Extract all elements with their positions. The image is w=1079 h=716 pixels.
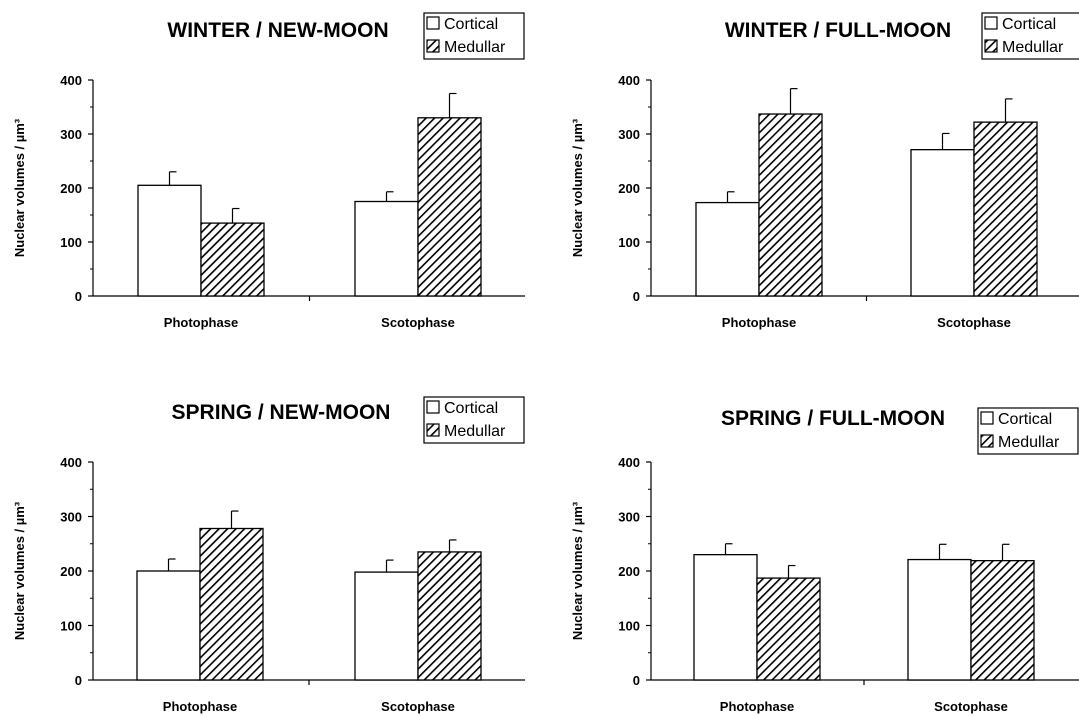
chart-panel-4: SPRING / FULL-MOON Cortical Medullar Nuclea… [570, 407, 1079, 714]
legend: Cortical Medullar [981, 12, 1079, 60]
y-axis-label: Nuclear volumes / µm³ [12, 118, 27, 257]
bar-medullar-photophase [200, 222, 265, 297]
chart-title: WINTER / NEW-MOON [167, 19, 388, 42]
y-axis-label: Nuclear volumes / µm³ [12, 501, 27, 640]
chart-title: SPRING / NEW-MOON [172, 401, 391, 424]
chart-title: SPRING / FULL-MOON [721, 407, 945, 430]
y-tick-label: 0 [75, 673, 82, 688]
chart-title: WINTER / FULL-MOON [725, 19, 951, 42]
legend-swatch-medullar [980, 434, 994, 448]
chart-panel-1: WINTER / NEW-MOON Cortical Medullar Nuclear… [12, 12, 525, 330]
y-tick-label: 200 [60, 181, 82, 196]
legend-swatch-cortical [426, 400, 440, 414]
legend-label-medullar: Medullar [444, 423, 506, 440]
y-tick-label: 300 [618, 510, 640, 525]
category-label: Photophase [722, 315, 796, 330]
y-tick-label: 200 [60, 564, 82, 579]
legend-label-medullar: Medullar [444, 39, 506, 56]
chart-panel-3: SPRING / NEW-MOON Cortical Medullar Nuclear… [12, 396, 525, 714]
category-label: Photophase [163, 699, 237, 714]
legend: Cortical Medullar [977, 407, 1079, 455]
legend-swatch-medullar [984, 39, 998, 53]
y-axis-label: Nuclear volumes / µm³ [570, 501, 585, 640]
y-tick-label: 400 [60, 455, 82, 470]
legend-label-cortical: Cortical [998, 411, 1052, 428]
category-label: Photophase [720, 699, 794, 714]
y-tick-label: 100 [618, 235, 640, 250]
bar-medullar-scotophase [417, 551, 482, 681]
bar-cortical-scotophase [354, 571, 419, 681]
bar-medullar-scotophase [973, 121, 1038, 297]
y-tick-label: 0 [75, 289, 82, 304]
y-tick-label: 100 [60, 235, 82, 250]
legend: Cortical Medullar [423, 396, 525, 444]
legend-swatch-cortical [980, 411, 994, 425]
bar-cortical-scotophase [354, 200, 419, 297]
legend-frame [977, 407, 1079, 455]
legend-frame [981, 12, 1079, 60]
bar-medullar-photophase [758, 113, 823, 297]
legend-swatch-cortical [984, 16, 998, 30]
category-label: Scotophase [934, 699, 1008, 714]
bar-cortical-photophase [137, 184, 202, 297]
legend-swatch-medullar [426, 39, 440, 53]
legend-frame [423, 12, 525, 60]
bar-medullar-scotophase [417, 117, 482, 297]
legend-label-medullar: Medullar [1002, 39, 1064, 56]
y-axis-label: Nuclear volumes / µm³ [570, 118, 585, 257]
y-tick-label: 400 [60, 73, 82, 88]
y-tick-label: 300 [60, 510, 82, 525]
bar-cortical-photophase [693, 554, 758, 681]
legend: Cortical Medullar [423, 12, 525, 60]
bar-cortical-photophase [695, 201, 760, 297]
legend-label-cortical: Cortical [444, 16, 498, 33]
legend-swatch-cortical [426, 16, 440, 30]
y-tick-label: 300 [618, 127, 640, 142]
y-tick-label: 400 [618, 73, 640, 88]
legend-label-cortical: Cortical [444, 400, 498, 417]
y-tick-label: 200 [618, 181, 640, 196]
chart-panel-2: WINTER / FULL-MOON Cortical Medullar Nuclea… [570, 12, 1079, 330]
bar-cortical-scotophase [907, 558, 972, 681]
legend-frame [423, 396, 525, 444]
bar-cortical-photophase [136, 570, 201, 681]
bar-medullar-photophase [756, 577, 821, 681]
category-label: Photophase [164, 315, 238, 330]
y-tick-label: 400 [618, 455, 640, 470]
bar-medullar-scotophase [970, 559, 1035, 681]
y-tick-label: 200 [618, 564, 640, 579]
legend-swatch-medullar [426, 423, 440, 437]
category-label: Scotophase [381, 699, 455, 714]
y-tick-label: 0 [633, 289, 640, 304]
y-tick-label: 0 [633, 673, 640, 688]
y-tick-label: 100 [60, 619, 82, 634]
category-label: Scotophase [381, 315, 455, 330]
category-label: Scotophase [937, 315, 1011, 330]
legend-label-medullar: Medullar [998, 434, 1060, 451]
y-tick-label: 100 [618, 619, 640, 634]
y-tick-label: 300 [60, 127, 82, 142]
legend-label-cortical: Cortical [1002, 16, 1056, 33]
bar-cortical-scotophase [910, 149, 975, 297]
bar-medullar-photophase [199, 527, 264, 681]
